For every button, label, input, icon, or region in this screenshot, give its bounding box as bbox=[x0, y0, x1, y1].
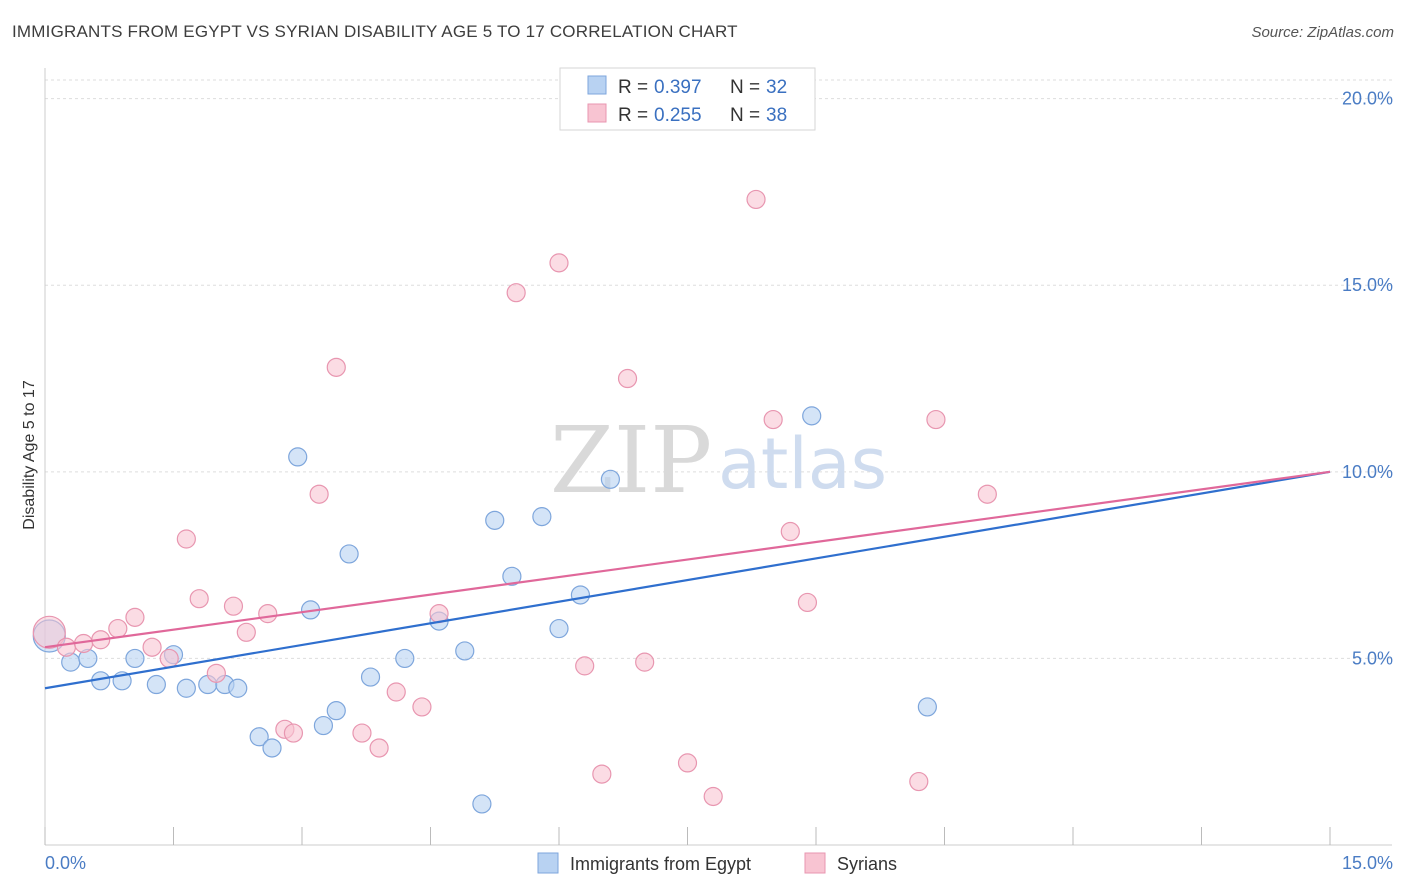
legend-swatch-egypt bbox=[587, 75, 607, 95]
point-syrians-25 bbox=[575, 656, 595, 676]
point-egypt-18 bbox=[339, 544, 359, 564]
point-egypt-22 bbox=[455, 641, 475, 661]
point-egypt-25 bbox=[502, 566, 522, 586]
x-tick-label-1: 15.0% bbox=[1342, 853, 1393, 873]
point-egypt-20 bbox=[395, 648, 415, 669]
trend-line-egypt bbox=[44, 470, 1331, 690]
bottom-legend-label-syrians: Syrians bbox=[837, 854, 897, 874]
point-egypt-11 bbox=[228, 678, 248, 698]
legend-swatch-syrians bbox=[587, 103, 607, 123]
watermark-atlas: atlas bbox=[718, 423, 887, 505]
point-egypt-30 bbox=[802, 406, 822, 426]
legend-box: R = 0.397 N = 32 R = 0.255 N = 38 bbox=[559, 67, 816, 131]
point-egypt-16 bbox=[313, 715, 334, 736]
point-syrians-27 bbox=[617, 368, 638, 389]
point-syrians-8 bbox=[176, 529, 196, 549]
legend-n-label-egypt: N = bbox=[730, 77, 760, 98]
point-syrians-6 bbox=[142, 637, 162, 657]
y-tick-label-0: 5.0% bbox=[1352, 648, 1393, 668]
y-tick-label-3: 20.0% bbox=[1342, 89, 1393, 109]
point-egypt-6 bbox=[146, 674, 166, 695]
point-syrians-30 bbox=[703, 786, 723, 807]
point-syrians-16 bbox=[309, 484, 329, 504]
point-syrians-35 bbox=[909, 771, 929, 792]
legend-r-value-syrians: 0.255 bbox=[654, 105, 702, 126]
point-syrians-7 bbox=[159, 648, 179, 669]
point-syrians-5 bbox=[125, 607, 145, 627]
chart-title: IMMIGRANTS FROM EGYPT VS SYRIAN DISABILI… bbox=[12, 22, 738, 41]
point-syrians-13 bbox=[258, 604, 278, 624]
legend-n-value-egypt: 32 bbox=[766, 77, 787, 98]
point-syrians-9 bbox=[189, 589, 209, 609]
point-egypt-8 bbox=[176, 678, 196, 698]
point-syrians-21 bbox=[412, 697, 432, 717]
series-syrians-points bbox=[32, 189, 997, 807]
legend-r-label-egypt: R = bbox=[618, 77, 648, 98]
legend-n-label-syrians: N = bbox=[730, 105, 760, 126]
bottom-legend-swatch-syrians bbox=[804, 852, 826, 874]
watermark: ZIP atlas bbox=[550, 407, 887, 514]
point-egypt-14 bbox=[288, 447, 308, 467]
point-syrians-34 bbox=[797, 592, 818, 613]
point-egypt-17 bbox=[326, 701, 346, 721]
point-syrians-36 bbox=[926, 409, 946, 430]
bottom-legend: Immigrants from Egypt Syrians bbox=[537, 852, 897, 874]
point-syrians-1 bbox=[56, 637, 77, 657]
trend-lines bbox=[44, 470, 1331, 690]
point-egypt-12 bbox=[249, 727, 269, 747]
point-syrians-33 bbox=[780, 521, 800, 542]
point-syrians-18 bbox=[352, 723, 372, 743]
point-egypt-31 bbox=[917, 697, 937, 717]
point-syrians-0 bbox=[32, 615, 66, 649]
point-egypt-5 bbox=[125, 648, 145, 669]
axes bbox=[44, 68, 1392, 846]
bottom-legend-swatch-egypt bbox=[537, 852, 559, 874]
point-syrians-15 bbox=[283, 723, 304, 743]
x-tick-label-0: 0.0% bbox=[45, 853, 86, 873]
point-syrians-17 bbox=[326, 357, 346, 377]
point-syrians-4 bbox=[108, 618, 128, 639]
point-syrians-19 bbox=[369, 738, 389, 758]
source-credit: Source: ZipAtlas.com bbox=[1251, 24, 1394, 41]
legend-r-value-egypt: 0.397 bbox=[654, 77, 702, 98]
point-egypt-27 bbox=[549, 618, 569, 639]
point-syrians-31 bbox=[746, 189, 766, 210]
point-syrians-24 bbox=[549, 253, 569, 273]
point-egypt-24 bbox=[485, 510, 505, 530]
point-egypt-23 bbox=[472, 794, 492, 814]
y-axis-label: Disability Age 5 to 17 bbox=[21, 380, 38, 530]
point-syrians-37 bbox=[977, 484, 997, 504]
bottom-legend-label-egypt: Immigrants from Egypt bbox=[570, 854, 751, 874]
y-tick-label-1: 10.0% bbox=[1342, 462, 1393, 482]
point-syrians-28 bbox=[635, 652, 655, 672]
point-syrians-26 bbox=[592, 764, 612, 784]
point-syrians-11 bbox=[223, 596, 244, 616]
point-syrians-23 bbox=[506, 283, 526, 303]
legend-n-value-syrians: 38 bbox=[766, 105, 787, 126]
point-syrians-32 bbox=[763, 409, 783, 430]
x-tick-labels: 0.0% 15.0% bbox=[45, 853, 1393, 873]
watermark-zip: ZIP bbox=[550, 407, 712, 514]
y-tick-labels: 5.0% 10.0% 15.0% 20.0% bbox=[1342, 89, 1393, 669]
point-egypt-28 bbox=[570, 585, 591, 605]
point-syrians-10 bbox=[206, 663, 226, 683]
point-egypt-19 bbox=[360, 667, 381, 687]
point-syrians-29 bbox=[677, 753, 698, 773]
legend-r-label-syrians: R = bbox=[618, 105, 648, 126]
point-egypt-29 bbox=[600, 469, 621, 489]
point-egypt-13 bbox=[262, 738, 282, 758]
point-egypt-26 bbox=[532, 507, 552, 527]
point-syrians-12 bbox=[236, 622, 256, 642]
grid-lines bbox=[45, 79, 1392, 659]
y-tick-label-2: 15.0% bbox=[1342, 275, 1393, 295]
point-syrians-20 bbox=[386, 682, 406, 702]
trend-line-syrians bbox=[44, 470, 1331, 649]
